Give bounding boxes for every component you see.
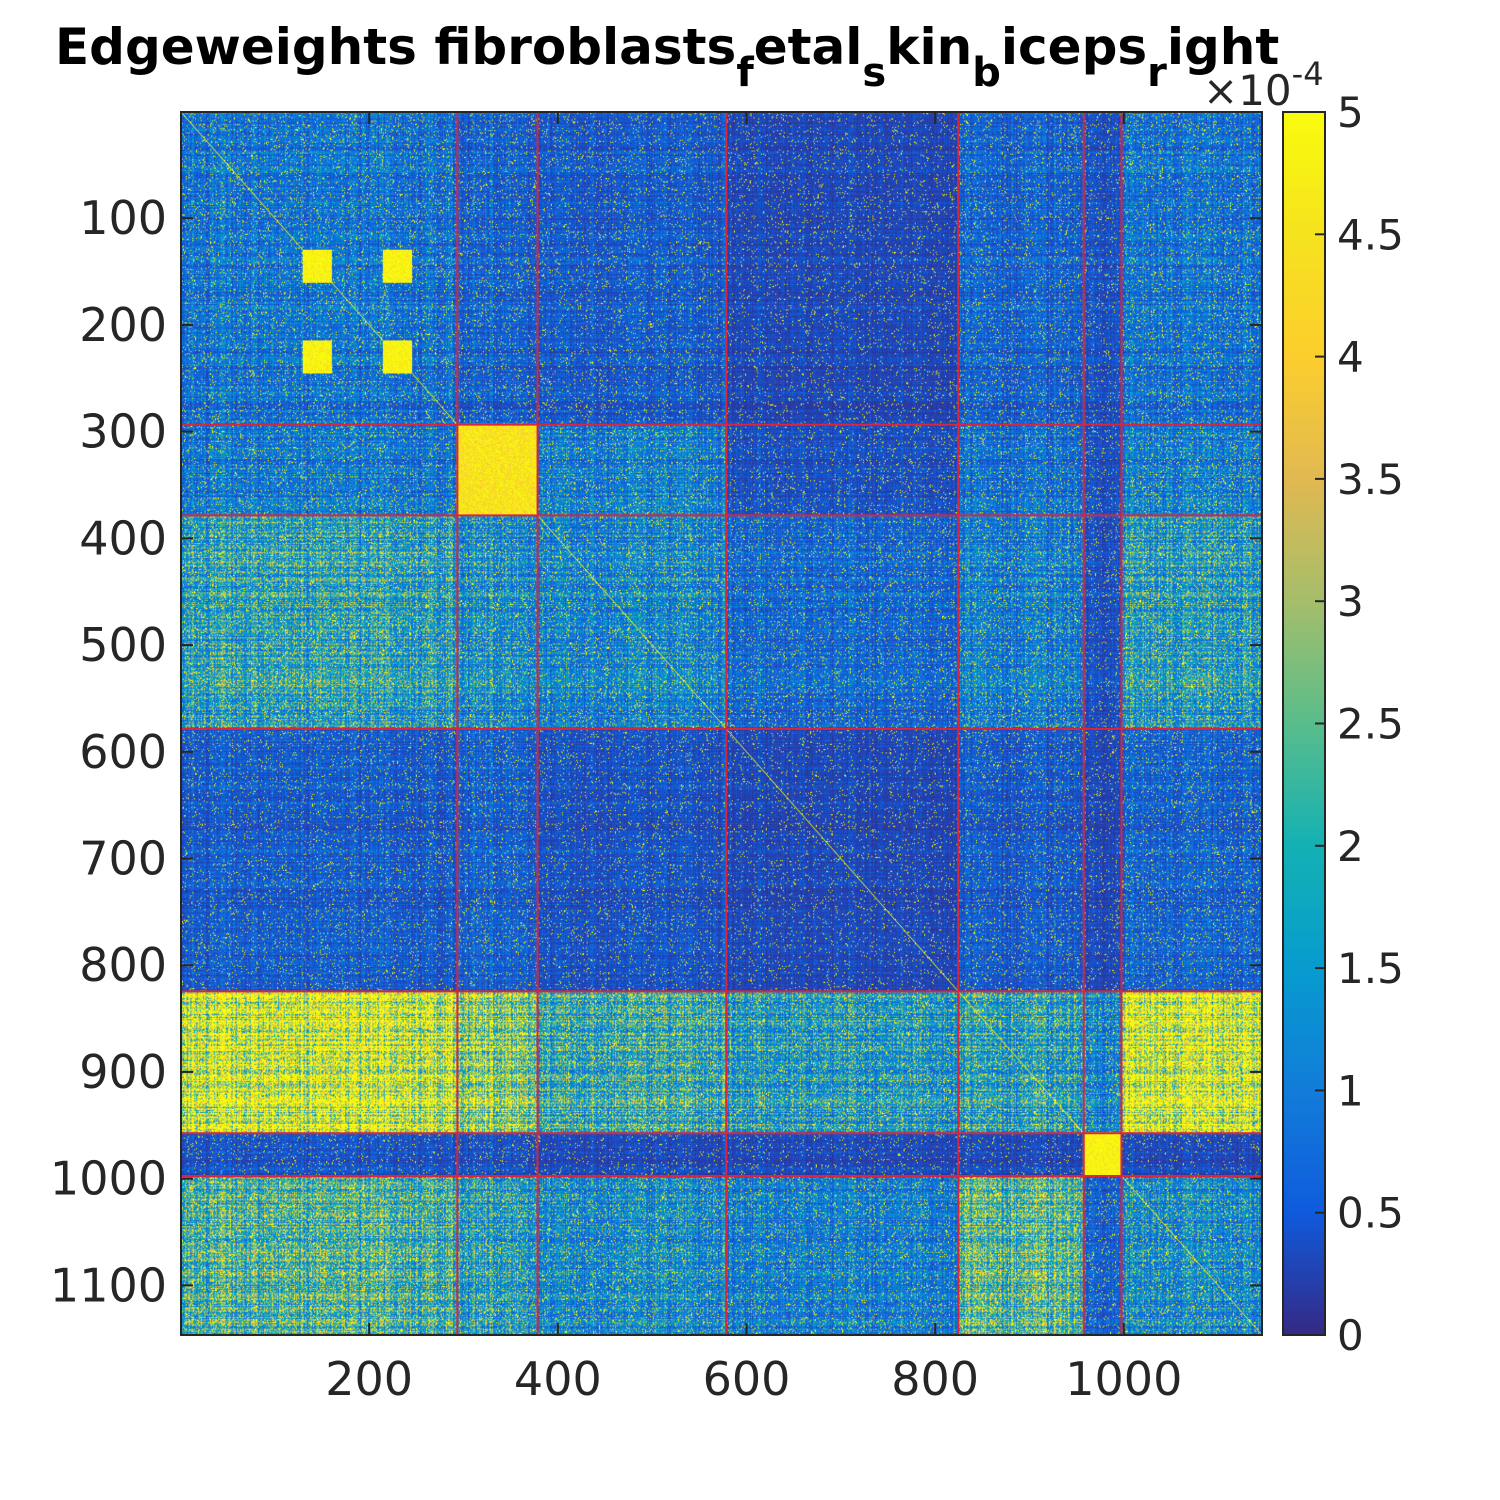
x-tick-label: 400 [514, 1352, 602, 1406]
colorbar-ticks: 0 0.5 1 1.5 2 2.5 3 3.5 4 4.5 5 [1315, 88, 1404, 1360]
colorbar-tick-label: 1 [1337, 1066, 1364, 1115]
colorbar-tick-label: 2.5 [1337, 700, 1404, 749]
title-main: Edgeweights fibroblasts [55, 18, 736, 76]
colorbar-tick-label: 3.5 [1337, 455, 1404, 504]
title-subscript: r [1147, 50, 1167, 96]
y-axis: 100 200 300 400 500 600 700 800 900 1000 1100 [50, 191, 1262, 1312]
colorbar-tick-label: 1.5 [1337, 944, 1404, 993]
x-tick-label: 600 [703, 1352, 791, 1406]
y-tick-label: 800 [79, 938, 167, 992]
x-tick-label: 800 [891, 1352, 979, 1406]
y-tick-label: 900 [79, 1045, 167, 1099]
title-subscript: s [862, 50, 886, 96]
colorbar: 0 0.5 1 1.5 2 2.5 3 3.5 4 4.5 5 ×10-4 [1203, 55, 1404, 1360]
y-tick-label: 600 [79, 725, 167, 779]
heatmap-plot-area: 200 400 600 800 1000 100 200 300 400 500 600 700 80… [50, 111, 1263, 1406]
title-subscript: b [972, 50, 1001, 96]
y-tick-label: 700 [79, 831, 167, 885]
y-tick-label: 100 [79, 191, 167, 245]
y-tick-label: 400 [79, 511, 167, 565]
cluster-boundary-lines [181, 112, 1262, 1335]
x-tick-label: 1000 [1065, 1352, 1182, 1406]
title-segment: iceps [1001, 18, 1147, 76]
colorbar-tick-label: 0 [1337, 1311, 1364, 1360]
colorbar-multiplier-base: ×10 [1203, 66, 1292, 115]
y-tick-label: 1100 [50, 1258, 167, 1312]
title-segment: etal [754, 18, 863, 76]
colorbar-tick-label: 5 [1337, 88, 1364, 137]
x-tick-label: 200 [325, 1352, 413, 1406]
y-tick-label: 1000 [50, 1152, 167, 1206]
colorbar-tick-label: 4 [1337, 333, 1364, 382]
y-tick-label: 300 [79, 405, 167, 459]
colorbar-multiplier: ×10-4 [1203, 55, 1324, 115]
title-segment: kin [886, 18, 972, 76]
x-axis: 200 400 600 800 1000 [325, 112, 1182, 1406]
colorbar-tick-label: 3 [1337, 577, 1364, 626]
colorbar-tick-label: 2 [1337, 822, 1364, 871]
colorbar-tick-label: 0.5 [1337, 1189, 1404, 1238]
y-tick-label: 500 [79, 618, 167, 672]
title-segment: ight [1167, 18, 1279, 76]
plot-frame [180, 111, 1263, 1336]
title-subscript: f [736, 50, 754, 96]
chart-title: Edgeweights fibroblastsfetalskinbicepsri… [55, 18, 1279, 96]
colorbar-tick-label: 4.5 [1337, 210, 1404, 259]
y-tick-label: 200 [79, 298, 167, 352]
colorbar-multiplier-exponent: -4 [1292, 55, 1324, 93]
title-segments: fetalskinbicepsright [736, 18, 1279, 96]
heatmap-image [181, 112, 1262, 1335]
